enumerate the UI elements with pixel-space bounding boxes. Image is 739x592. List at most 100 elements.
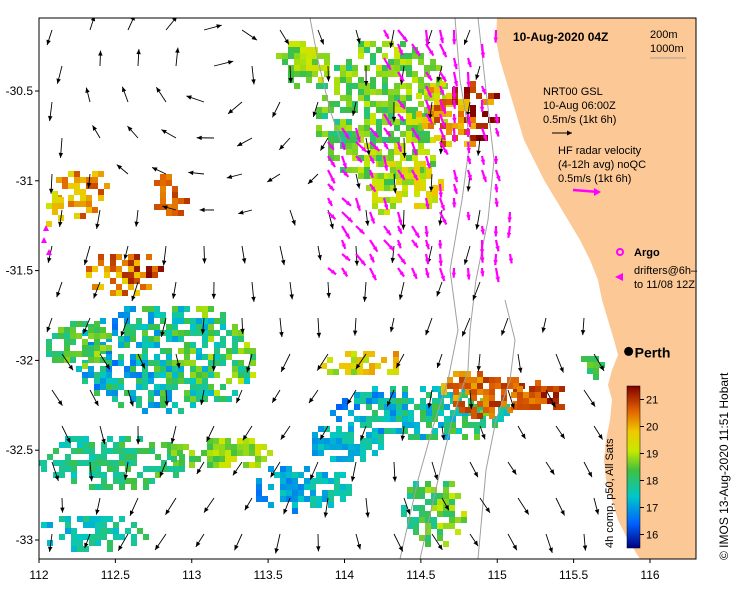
sst-cell: [340, 131, 346, 137]
sst-cell: [82, 345, 88, 351]
sst-cell: [393, 363, 399, 369]
radar-arrow-head: [480, 159, 486, 165]
radar-arrow-head: [466, 158, 472, 165]
model-arrow-head: [401, 224, 406, 230]
sst-cell: [107, 460, 113, 466]
sst-cell: [420, 434, 426, 440]
sst-cell: [446, 129, 452, 135]
sst-cell: [416, 93, 422, 99]
sst-cell: [425, 511, 431, 517]
sst-cell: [232, 390, 238, 396]
sst-cell: [160, 186, 166, 192]
sst-cell: [449, 517, 455, 523]
sst-cell: [382, 77, 388, 83]
sst-cell: [358, 173, 364, 179]
model-arrow-head: [176, 362, 181, 369]
radar-arrow-head: [467, 174, 472, 181]
sst-cell: [142, 372, 148, 378]
sst-cell: [146, 272, 152, 278]
sst-cell: [267, 450, 273, 456]
sst-cell: [437, 523, 443, 529]
sst-cell: [388, 65, 394, 71]
sst-cell: [330, 444, 336, 450]
sst-cell: [455, 517, 461, 523]
model-arrow-head: [68, 364, 74, 371]
sst-cell: [364, 95, 370, 101]
radar-arrow-head: [482, 135, 487, 141]
sst-cell: [137, 436, 143, 442]
sst-cell: [494, 93, 500, 99]
sst-cell: [232, 372, 238, 378]
sst-cell: [98, 260, 104, 266]
model-arrow-head: [396, 362, 401, 368]
sst-cell: [352, 131, 358, 137]
sst-cell: [432, 197, 438, 203]
sst-cell: [394, 101, 400, 107]
model-arrow-head: [510, 403, 515, 409]
sst-cell: [370, 149, 376, 155]
sst-cell: [372, 392, 378, 398]
sst-cell: [438, 422, 444, 428]
sst-cell: [328, 101, 334, 107]
radar-arrow-head: [442, 219, 447, 225]
sst-cell: [142, 378, 148, 384]
sst-cell: [489, 377, 495, 383]
sst-cell: [378, 197, 384, 203]
sst-cell: [418, 101, 424, 107]
sst-cell: [59, 516, 65, 522]
sst-cell: [447, 377, 453, 383]
model-arrow-head: [356, 38, 361, 44]
sst-cell: [495, 383, 501, 389]
sst-cell: [322, 472, 328, 478]
sst-cell: [261, 444, 267, 450]
sst-cell: [464, 105, 470, 111]
sst-cell: [378, 179, 384, 185]
sst-cell: [340, 95, 346, 101]
sst-cell: [432, 410, 438, 416]
sst-cell: [137, 528, 143, 534]
sst-cell: [400, 83, 406, 89]
model-arrow-head: [365, 220, 370, 226]
lon-tick-label: 113.5: [254, 568, 283, 582]
sst-cell: [201, 450, 207, 456]
sst-cell: [71, 448, 77, 454]
sst-cell: [101, 460, 107, 466]
model-arrow-head: [105, 364, 110, 370]
sst-cell: [396, 191, 402, 197]
sst-cell: [172, 210, 178, 216]
sst-cell: [387, 369, 393, 375]
sst-cell: [142, 408, 148, 414]
sst-cell: [523, 404, 529, 410]
sst-cell: [47, 454, 53, 460]
sst-cell: [83, 522, 89, 528]
sst-cell: [107, 540, 113, 546]
sst-cell: [318, 438, 324, 444]
sst-cell: [52, 209, 58, 215]
sst-cell: [358, 167, 364, 173]
radar-arrow-head: [451, 202, 457, 208]
radar-arrow-head: [383, 143, 388, 150]
sst-cell: [166, 390, 172, 396]
sst-cell: [202, 372, 208, 378]
sst-cell: [280, 466, 286, 472]
perth-marker-icon: [624, 346, 634, 356]
model-arrow-head: [240, 328, 245, 334]
sst-cell: [408, 410, 414, 416]
sst-cell: [173, 460, 179, 466]
sst-cell: [424, 107, 430, 113]
sst-cell: [559, 386, 565, 392]
model-arrow-head: [427, 402, 432, 409]
model-arrow-head: [241, 258, 247, 264]
sst-cell: [459, 377, 465, 383]
sst-cell: [92, 177, 98, 183]
sst-cell: [390, 392, 396, 398]
sst-cell: [298, 496, 304, 502]
sst-cell: [393, 357, 399, 363]
sst-cell: [364, 83, 370, 89]
sst-cell: [59, 472, 65, 478]
sst-cell: [322, 490, 328, 496]
model-arrow-head: [251, 35, 257, 41]
model-arrow-head: [66, 437, 71, 444]
sst-cell: [238, 378, 244, 384]
sst-cell: [250, 372, 256, 378]
